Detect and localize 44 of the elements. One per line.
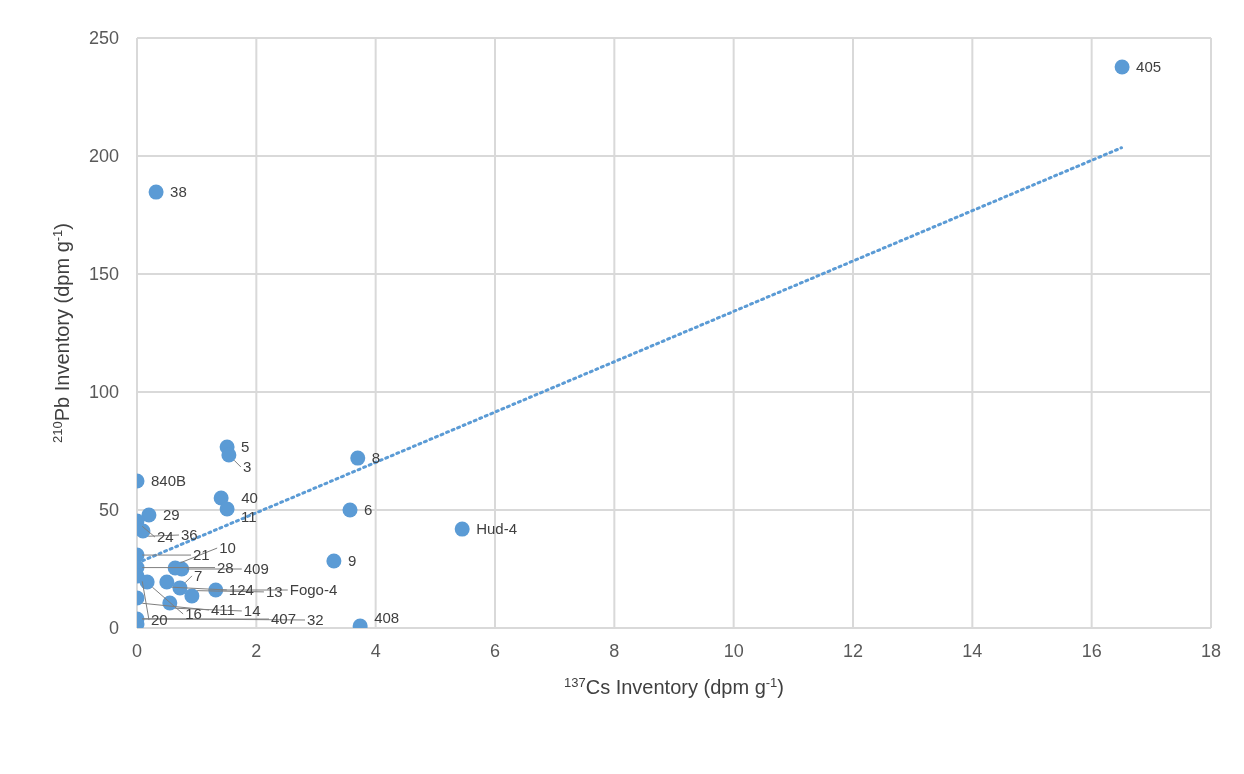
annotation: 10 (219, 539, 236, 557)
annotation: 14 (243, 602, 261, 620)
annotation: 3 (242, 458, 252, 476)
y-tick-label: 0 (108, 618, 119, 639)
x-tick-label: 6 (489, 640, 501, 661)
annotation: 6 (364, 501, 373, 519)
annotation: 16 (185, 605, 202, 623)
annotation: 7 (193, 567, 203, 585)
annotation: 21 (193, 546, 210, 564)
x-tick-label: 10 (723, 640, 744, 661)
annotation: 24 (157, 528, 174, 546)
x-tick-label: 14 (962, 640, 983, 661)
annotation: 407 (271, 610, 297, 628)
annotation: Fogo-4 (289, 581, 338, 599)
annotation: 5 (241, 438, 250, 456)
y-tick-label: 150 (88, 264, 119, 285)
annotation: 13 (265, 583, 283, 601)
x-tick-label: 8 (609, 640, 620, 661)
annotation: 32 (307, 611, 324, 629)
annotation: 36 (180, 526, 198, 544)
y-tick-label: 250 (88, 28, 119, 49)
y-tick-label: 100 (88, 382, 119, 403)
annotation: 8 (371, 449, 381, 467)
x-tick-label: 4 (370, 640, 381, 661)
x-axis-title: $^{137}$Cs Inventory (dpm g$^{-1}$) (563, 674, 785, 698)
x-tick-label: 16 (1081, 640, 1102, 661)
annotation: 29 (162, 506, 180, 524)
x-tick-label: 0 (131, 640, 143, 661)
annotation: 40 (241, 489, 258, 507)
y-tick-label: 50 (98, 500, 119, 521)
annotation: 20 (151, 611, 168, 629)
x-tick-label: 12 (842, 640, 864, 661)
annotation: 28 (217, 558, 234, 576)
annotation: 409 (243, 560, 269, 578)
annotation: 840B (151, 472, 187, 490)
annotation: 38 (170, 183, 187, 201)
annotation: 408 (374, 609, 400, 627)
annotation: 9 (347, 552, 357, 570)
annotation: 411 (211, 601, 235, 619)
annotation: 405 (1136, 58, 1162, 76)
x-tick-label: 18 (1200, 640, 1222, 661)
x-tick-label: 2 (251, 640, 262, 661)
annotation: Hud-4 (476, 520, 518, 538)
y-tick-label: 200 (88, 146, 119, 167)
